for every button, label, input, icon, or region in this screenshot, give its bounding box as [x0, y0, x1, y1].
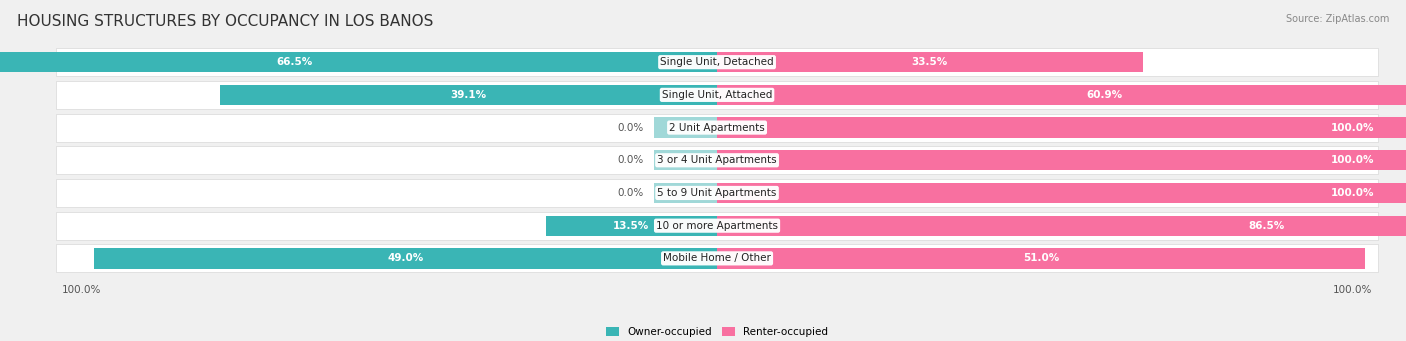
Text: 0.0%: 0.0% — [617, 122, 644, 133]
Text: 5 to 9 Unit Apartments: 5 to 9 Unit Apartments — [658, 188, 776, 198]
Bar — [717, 216, 1406, 236]
Bar — [717, 150, 1406, 170]
Bar — [0, 52, 717, 72]
Bar — [717, 52, 1143, 72]
Text: 10 or more Apartments: 10 or more Apartments — [657, 221, 778, 231]
Bar — [654, 183, 717, 203]
Legend: Owner-occupied, Renter-occupied: Owner-occupied, Renter-occupied — [602, 323, 832, 341]
Text: 2 Unit Apartments: 2 Unit Apartments — [669, 122, 765, 133]
Bar — [94, 248, 717, 268]
Text: 0.0%: 0.0% — [617, 188, 644, 198]
Text: Single Unit, Attached: Single Unit, Attached — [662, 90, 772, 100]
Bar — [56, 48, 1378, 76]
Text: Single Unit, Detached: Single Unit, Detached — [661, 57, 773, 67]
Bar — [546, 216, 717, 236]
Text: 33.5%: 33.5% — [912, 57, 948, 67]
Bar — [56, 244, 1378, 272]
Bar — [56, 179, 1378, 207]
Text: 66.5%: 66.5% — [277, 57, 312, 67]
Text: Source: ZipAtlas.com: Source: ZipAtlas.com — [1285, 14, 1389, 24]
Bar — [56, 146, 1378, 174]
Text: Mobile Home / Other: Mobile Home / Other — [664, 253, 770, 263]
Bar — [717, 248, 1365, 268]
Text: 3 or 4 Unit Apartments: 3 or 4 Unit Apartments — [657, 155, 778, 165]
Text: 39.1%: 39.1% — [450, 90, 486, 100]
Bar — [654, 150, 717, 170]
Text: 13.5%: 13.5% — [613, 221, 650, 231]
Text: 60.9%: 60.9% — [1085, 90, 1122, 100]
Bar — [56, 114, 1378, 142]
Bar — [717, 183, 1406, 203]
Text: 51.0%: 51.0% — [1024, 253, 1059, 263]
Text: 49.0%: 49.0% — [388, 253, 423, 263]
Text: 0.0%: 0.0% — [617, 155, 644, 165]
Text: 100.0%: 100.0% — [1330, 155, 1374, 165]
Bar — [717, 85, 1406, 105]
Bar — [56, 212, 1378, 240]
Text: 86.5%: 86.5% — [1249, 221, 1285, 231]
Bar — [654, 117, 717, 138]
Bar — [56, 81, 1378, 109]
Bar — [221, 85, 717, 105]
Text: 100.0%: 100.0% — [1330, 188, 1374, 198]
Bar — [717, 117, 1406, 138]
Text: HOUSING STRUCTURES BY OCCUPANCY IN LOS BANOS: HOUSING STRUCTURES BY OCCUPANCY IN LOS B… — [17, 14, 433, 29]
Text: 100.0%: 100.0% — [1330, 122, 1374, 133]
